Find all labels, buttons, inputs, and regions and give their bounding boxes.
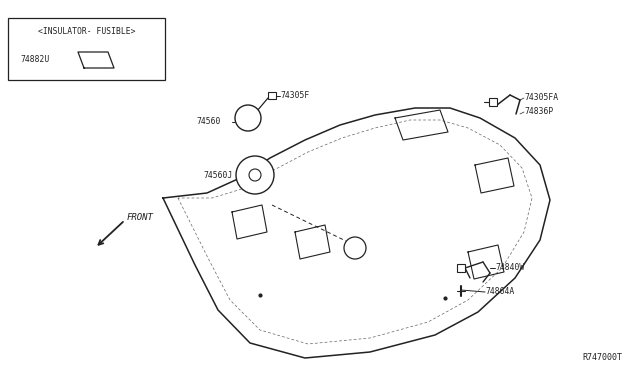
Text: 74836P: 74836P (524, 108, 553, 116)
Text: FRONT: FRONT (127, 214, 154, 222)
Text: 74305F: 74305F (280, 92, 309, 100)
Bar (457, 264, 465, 272)
Text: <INSULATOR- FUSIBLE>: <INSULATOR- FUSIBLE> (38, 28, 135, 36)
Bar (268, 92, 276, 99)
Circle shape (235, 105, 261, 131)
Circle shape (344, 237, 366, 259)
Text: 74840W: 74840W (495, 263, 524, 273)
Circle shape (236, 156, 274, 194)
Bar (8, 18, 165, 80)
Circle shape (249, 169, 261, 181)
Text: 74560: 74560 (196, 118, 220, 126)
Text: 74305FA: 74305FA (524, 93, 558, 103)
Text: 74882U: 74882U (20, 55, 49, 64)
Text: 74864A: 74864A (485, 288, 515, 296)
Text: 74560J: 74560J (203, 170, 232, 180)
Text: R747000T: R747000T (582, 353, 622, 362)
Bar (489, 98, 497, 106)
